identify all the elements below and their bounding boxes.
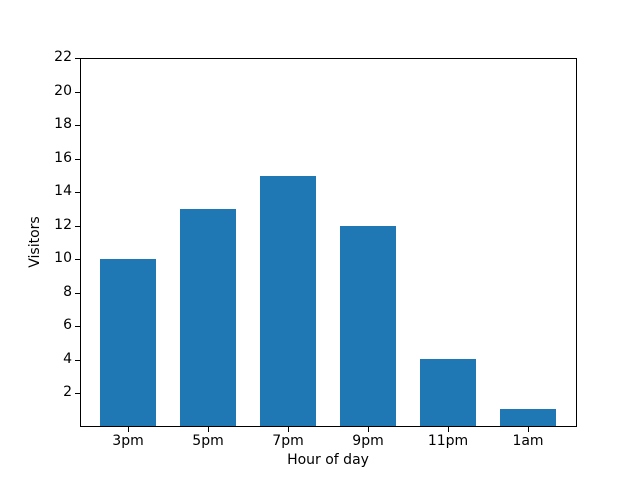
y-tick-mark [75,192,80,194]
y-tick-mark [75,259,80,261]
y-tick-label: 2 [63,384,72,401]
y-tick-mark [75,326,80,328]
y-tick-label: 8 [63,283,72,300]
y-tick-label: 12 [54,216,72,233]
y-tick-mark [75,359,80,361]
x-tick-label: 11pm [427,433,469,449]
x-tick-label: 9pm [352,433,384,449]
y-tick-label: 14 [54,183,72,200]
x-tick-mark [288,427,289,432]
y-tick-mark [75,292,80,294]
y-tick-mark [75,58,80,59]
x-tick-label: 1am [512,433,544,449]
bar-11pm [420,359,476,426]
y-tick-label: 6 [63,317,72,334]
bar-3pm [100,259,156,426]
x-tick-mark [208,427,209,432]
x-tick-label: 7pm [272,433,304,449]
x-tick-label: 3pm [112,433,144,449]
x-axis-label: Hour of day [287,452,369,468]
bar-5pm [180,209,236,426]
bar-9pm [340,225,396,426]
y-tick-mark [75,125,80,127]
y-tick-mark [75,225,80,227]
y-tick-label: 4 [63,350,72,367]
x-tick-mark [368,427,369,432]
x-tick-mark [128,427,129,432]
plot-area [80,58,577,427]
y-tick-mark [75,393,80,395]
y-tick-label: 16 [54,149,72,166]
x-tick-mark [448,427,449,432]
y-tick-label: 10 [54,250,72,267]
x-tick-label: 5pm [192,433,224,449]
bar-1am [500,409,556,426]
y-tick-label: 22 [54,49,72,65]
y-tick-mark [75,91,80,93]
y-tick-mark [75,158,80,160]
y-tick-label: 18 [54,116,72,133]
bar-7pm [260,175,316,426]
x-tick-mark [528,427,529,432]
y-tick-label: 20 [54,82,72,99]
